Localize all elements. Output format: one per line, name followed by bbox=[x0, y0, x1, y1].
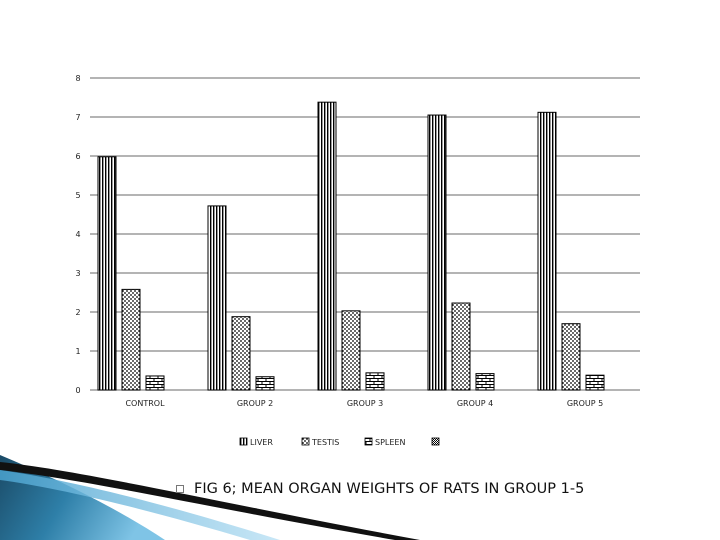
bar-testis-group-4 bbox=[451, 302, 471, 391]
legend-label: SPLEEN bbox=[375, 438, 405, 447]
legend-swatch bbox=[431, 437, 440, 446]
bar-spleen-control bbox=[145, 375, 165, 391]
bar-spleen-group-3 bbox=[365, 372, 385, 391]
y-tick-label: 4 bbox=[75, 230, 80, 239]
x-category-label: GROUP 2 bbox=[237, 399, 273, 408]
y-tick-label: 2 bbox=[75, 308, 80, 317]
legend-swatch bbox=[239, 437, 248, 446]
bar-testis-group-2 bbox=[231, 316, 251, 391]
bar-testis-group-3 bbox=[341, 310, 361, 391]
bar-spleen-group-2 bbox=[255, 376, 275, 391]
legend-label: LIVER bbox=[250, 438, 273, 447]
legend: LIVER TESTIS SPLEEN bbox=[239, 437, 440, 447]
y-tick-label: 5 bbox=[75, 191, 80, 200]
figure-caption: FIG 6; MEAN ORGAN WEIGHTS OF RATS IN GRO… bbox=[176, 481, 584, 497]
bar-liver-group-4 bbox=[427, 114, 447, 391]
bar-testis-group-5 bbox=[561, 323, 581, 391]
y-tick-label: 3 bbox=[75, 269, 80, 278]
legend-label: TESTIS bbox=[311, 438, 339, 447]
legend-swatch bbox=[301, 437, 310, 446]
bar-liver-group-5 bbox=[537, 111, 557, 391]
legend-swatch bbox=[364, 437, 373, 446]
square-bullet-icon bbox=[176, 485, 184, 493]
bars bbox=[97, 101, 605, 391]
x-category-label: CONTROL bbox=[125, 399, 165, 408]
x-category-label: GROUP 3 bbox=[347, 399, 383, 408]
bar-testis-control bbox=[121, 288, 141, 391]
bar-liver-group-3 bbox=[317, 101, 337, 391]
x-category-label: GROUP 4 bbox=[457, 399, 493, 408]
y-axis-tick-labels: 0 1 2 3 4 5 6 7 8 bbox=[75, 74, 80, 395]
y-tick-label: 0 bbox=[75, 386, 80, 395]
y-tick-label: 1 bbox=[75, 347, 80, 356]
decorative-ribbon bbox=[0, 455, 420, 540]
y-tick-label: 8 bbox=[75, 74, 80, 83]
bar-liver-control bbox=[97, 156, 117, 391]
bar-liver-group-2 bbox=[207, 205, 227, 391]
caption-text: FIG 6; MEAN ORGAN WEIGHTS OF RATS IN GRO… bbox=[194, 481, 585, 497]
gridlines bbox=[90, 77, 640, 391]
x-axis-category-labels: CONTROL GROUP 2 GROUP 3 GROUP 4 GROUP 5 bbox=[125, 399, 603, 408]
bar-spleen-group-4 bbox=[475, 373, 495, 391]
y-tick-label: 6 bbox=[75, 152, 80, 161]
y-tick-label: 7 bbox=[75, 113, 80, 122]
x-category-label: GROUP 5 bbox=[567, 399, 603, 408]
bar-spleen-group-5 bbox=[585, 374, 605, 391]
